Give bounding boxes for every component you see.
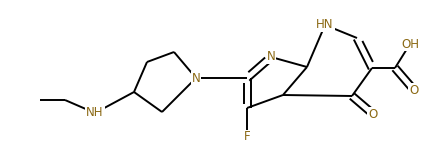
Text: N: N xyxy=(267,51,276,64)
Text: HN: HN xyxy=(316,18,334,31)
Text: F: F xyxy=(243,131,250,144)
Text: N: N xyxy=(192,71,200,84)
Text: O: O xyxy=(368,108,378,120)
Text: OH: OH xyxy=(401,38,419,51)
Text: NH: NH xyxy=(86,106,104,120)
Text: O: O xyxy=(409,84,419,97)
